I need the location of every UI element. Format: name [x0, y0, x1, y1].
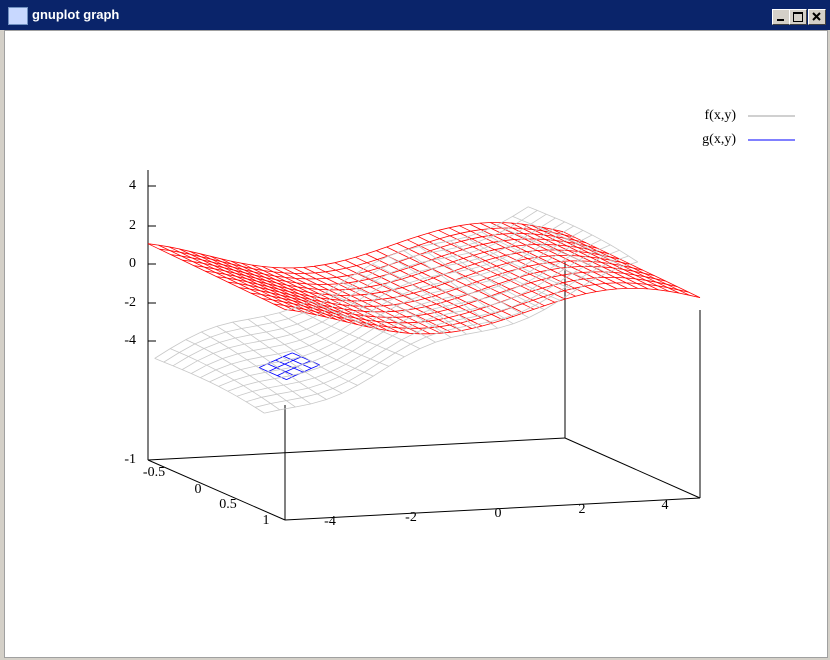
surface-red-line — [293, 267, 431, 335]
surface-f-line — [154, 358, 265, 414]
z-tick-label: 4 — [129, 178, 136, 193]
surface-red-line — [427, 232, 566, 300]
surface-f-line — [201, 331, 312, 405]
surface-g-line — [292, 352, 320, 366]
x-tick-label: -2 — [405, 510, 417, 525]
surface-red-line — [168, 246, 306, 314]
front-edge — [284, 497, 701, 521]
z-tick-label: 0 — [129, 256, 136, 271]
surface-red-line — [521, 223, 659, 291]
surface-red-line — [355, 256, 493, 324]
surface-f-line — [387, 255, 498, 329]
surface-red-line — [189, 250, 327, 318]
z-tick-label: 2 — [129, 218, 136, 233]
app-icon — [8, 7, 28, 25]
surface-red-line — [282, 267, 421, 335]
surface-f-line — [278, 312, 389, 367]
surface-red-line — [261, 266, 400, 333]
surface-f-line — [232, 321, 343, 394]
surface-f-line — [372, 263, 483, 332]
close-glyph — [812, 12, 821, 21]
legend-label: g(x,y) — [702, 132, 736, 147]
surface-red-line — [365, 253, 504, 321]
surface-red-line — [407, 239, 545, 307]
close-button[interactable] — [808, 9, 826, 25]
right-edge — [564, 437, 701, 499]
surface-red-line — [178, 248, 317, 316]
surface-red-line — [334, 262, 472, 329]
surface-red-line — [324, 264, 462, 331]
surface-f-line — [154, 206, 529, 359]
z-base-label: -1 — [124, 452, 136, 467]
surface-f-line — [512, 216, 623, 267]
surface-red-line — [459, 225, 597, 292]
surface-f-line — [450, 240, 561, 301]
surface-f-line — [263, 316, 374, 377]
surface-red-line — [147, 243, 286, 310]
surface-red-line — [562, 231, 701, 298]
surface-red-line — [158, 244, 296, 312]
surface-red-line — [241, 262, 379, 330]
surface-red-line — [199, 253, 338, 320]
x-tick-label: 4 — [662, 498, 669, 513]
surface-g-line — [283, 356, 312, 369]
surface-red-line — [220, 258, 358, 325]
z-tick-label: -4 — [124, 333, 136, 348]
surface-red-line — [251, 264, 389, 332]
surface-f-line — [356, 272, 467, 335]
surface-red-line — [303, 267, 441, 334]
y-tick-label: 0 — [195, 482, 202, 497]
surface-f-line — [170, 348, 281, 411]
axes-box — [147, 170, 701, 521]
left-edge — [147, 459, 286, 521]
y-tick-label: 1 — [263, 513, 270, 528]
surface-f-line — [294, 307, 405, 358]
back-edge — [147, 437, 566, 461]
surface-red-line — [490, 222, 628, 289]
x-tick-label: 2 — [579, 502, 586, 517]
surface-red-line — [552, 229, 690, 296]
surface-f-line — [403, 250, 514, 325]
surface-f-line — [185, 339, 296, 408]
z-tick-label: -2 — [124, 295, 136, 310]
surface-f-line — [465, 236, 576, 291]
surface-f-line — [325, 291, 436, 343]
window-title: gnuplot graph — [32, 7, 120, 22]
surface-red-line — [448, 227, 587, 294]
plot-area — [4, 30, 828, 658]
surface-f-line — [434, 243, 545, 310]
surface-f-line — [418, 246, 529, 318]
maximize-button[interactable] — [789, 9, 807, 25]
surface-red-line — [510, 222, 649, 290]
x-tick-label: 0 — [495, 506, 502, 521]
surface-f-line — [341, 282, 452, 338]
surface-f-line — [481, 231, 592, 282]
surfaces — [147, 206, 701, 414]
surface-red-line — [313, 265, 452, 333]
surface-f-line — [247, 318, 358, 386]
surface-f-line — [496, 224, 607, 274]
surface-red-line — [479, 222, 618, 290]
title-bar: gnuplot graph — [0, 0, 830, 30]
y-tick-label: 0.5 — [219, 497, 237, 512]
surface-f-line — [527, 206, 639, 263]
surface-f-line — [310, 300, 421, 349]
surface-red-line — [272, 267, 410, 334]
surface-red-line — [438, 229, 576, 297]
y-tick-label: -0.5 — [143, 465, 165, 480]
legend-label: f(x,y) — [705, 108, 737, 123]
surface-g-line — [275, 359, 304, 373]
surface-f-line — [216, 325, 327, 400]
x-tick-label: -4 — [324, 514, 336, 529]
surface-red-line — [396, 243, 535, 310]
